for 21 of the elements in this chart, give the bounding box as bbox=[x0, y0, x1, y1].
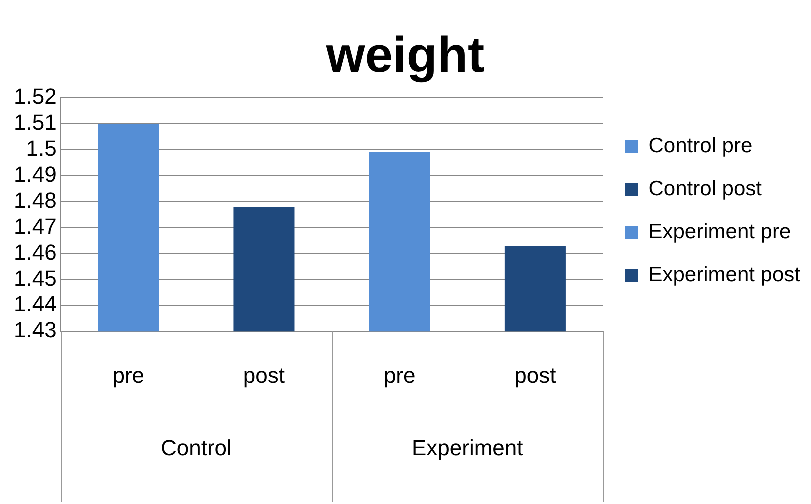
chart-title: weight bbox=[325, 26, 486, 83]
x-tick-label: post bbox=[243, 362, 286, 388]
y-tick-label: 1.5 bbox=[26, 136, 57, 161]
y-tick-label: 1.43 bbox=[14, 318, 57, 343]
y-tick-label: 1.51 bbox=[14, 110, 57, 136]
y-tick-label: 1.44 bbox=[14, 292, 57, 317]
x-tick-label: post bbox=[514, 362, 556, 388]
legend-label: Control pre bbox=[648, 134, 753, 158]
legend-label: Experiment post bbox=[648, 263, 801, 286]
y-tick-label: 1.49 bbox=[14, 162, 57, 187]
text: Control bbox=[160, 436, 232, 461]
text: Experiment bbox=[412, 436, 524, 461]
legend-label: Experiment pre bbox=[648, 220, 792, 244]
y-tick-label: 1.46 bbox=[14, 240, 57, 265]
y-tick-label: 1.48 bbox=[14, 188, 57, 213]
y-tick-label: 1.52 bbox=[14, 84, 57, 110]
y-tick-label: 1.47 bbox=[14, 214, 57, 239]
y-tick-label: 1.45 bbox=[14, 266, 57, 291]
legend-label: Control post bbox=[648, 177, 762, 200]
x-tick-label: pre bbox=[112, 362, 145, 388]
x-tick-label: pre bbox=[384, 362, 416, 388]
